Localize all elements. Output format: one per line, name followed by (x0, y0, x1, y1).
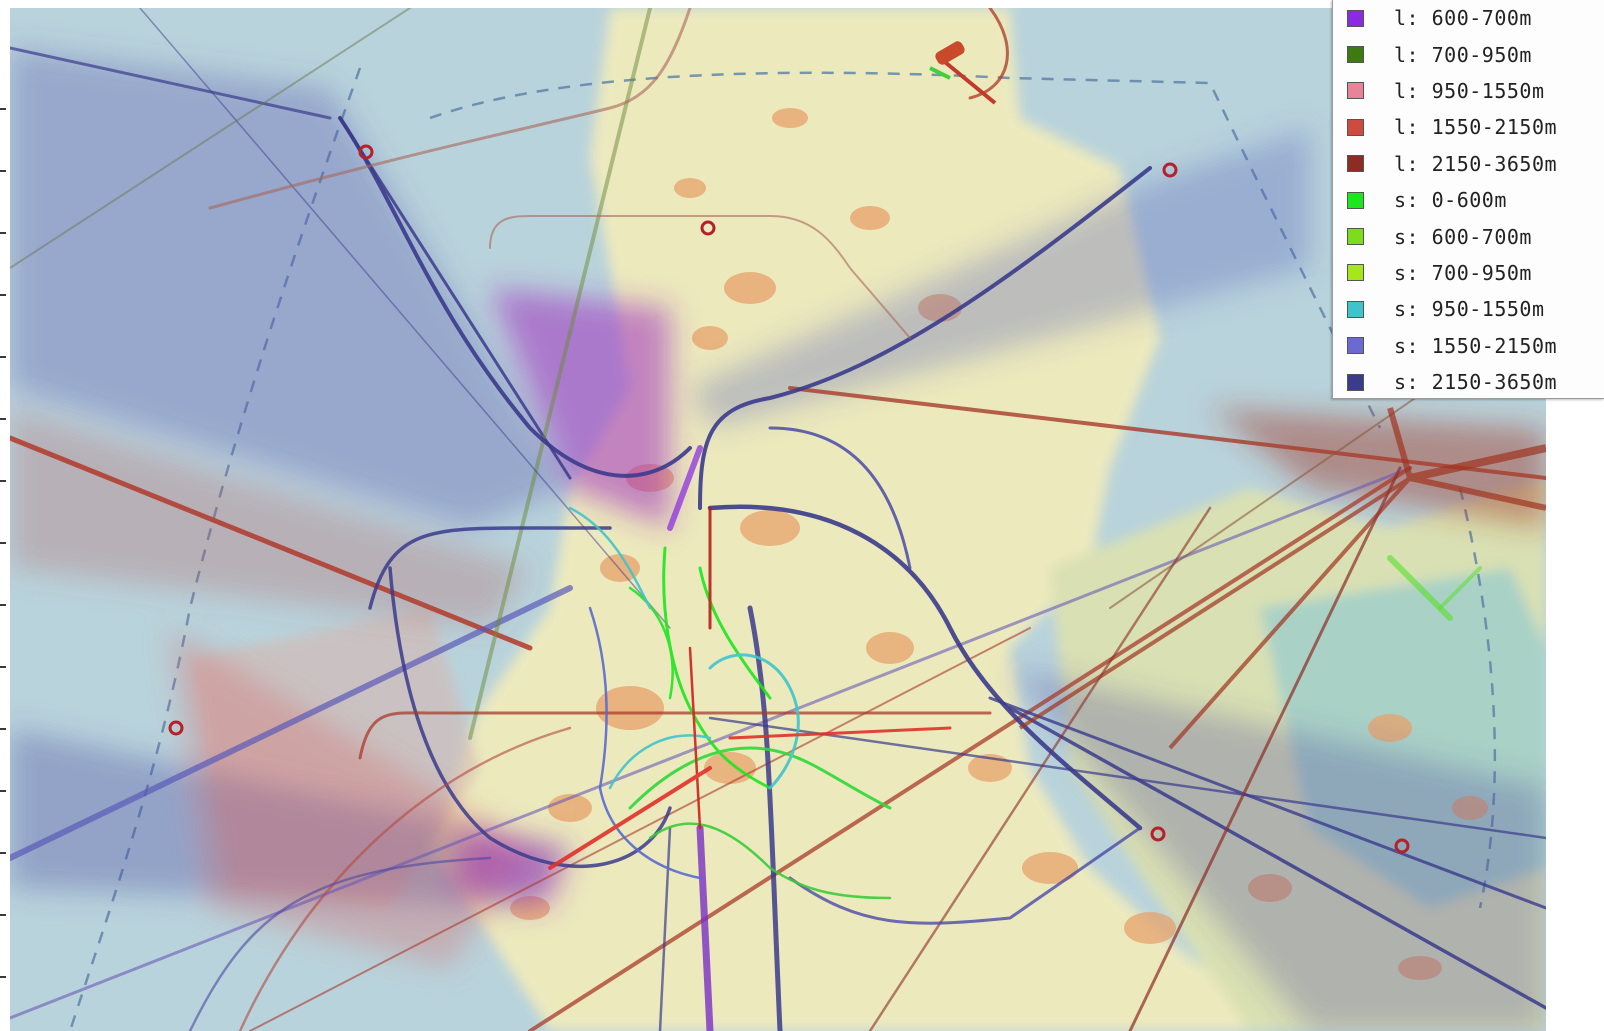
legend-item: s: 700-950m (1347, 255, 1604, 291)
tick-mark (0, 418, 6, 420)
legend-label: l: 950-1550m (1394, 78, 1545, 103)
tick-mark (0, 976, 6, 978)
legend-swatch (1347, 300, 1364, 318)
legend-label: s: 2150-3650m (1394, 370, 1558, 395)
legend-item: s: 950-1550m (1347, 291, 1604, 327)
legend-label: s: 950-1550m (1394, 297, 1545, 322)
track-density-fans (10, 48, 1546, 1031)
legend-swatch (1347, 155, 1364, 173)
legend-item: l: 600-700m (1347, 0, 1604, 36)
legend-item: s: 1550-2150m (1347, 328, 1604, 364)
tick-mark (0, 728, 6, 730)
tick-mark (0, 914, 6, 916)
left-edge-ticks (0, 0, 10, 1031)
flight-tracks-long (10, 8, 1546, 1031)
legend-item: l: 2150-3650m (1347, 146, 1604, 182)
tick-mark (0, 170, 6, 172)
low-altitude-tracks (548, 445, 1482, 900)
waypoint-markers (168, 144, 1410, 854)
legend-swatch (1347, 82, 1364, 100)
legend-swatch (1347, 191, 1364, 209)
legend-label: s: 1550-2150m (1394, 333, 1558, 358)
legend-label: l: 2150-3650m (1394, 151, 1558, 176)
tick-mark (0, 542, 6, 544)
legend-item: s: 600-700m (1347, 218, 1604, 254)
tick-mark (0, 356, 6, 358)
tick-mark (0, 480, 6, 482)
legend-swatch (1347, 337, 1364, 355)
legend-swatch (1347, 9, 1364, 27)
tick-mark (0, 852, 6, 854)
legend-label: s: 700-950m (1394, 260, 1532, 285)
legend-label: l: 600-700m (1394, 6, 1532, 31)
legend-label: l: 1550-2150m (1394, 115, 1558, 140)
tick-mark (0, 108, 6, 110)
legend-label: s: 600-700m (1394, 224, 1532, 249)
legend-swatch (1347, 118, 1364, 136)
legend-swatch (1347, 264, 1364, 282)
tick-mark (0, 790, 6, 792)
tick-mark (0, 232, 6, 234)
tick-mark (0, 604, 6, 606)
legend-item: l: 1550-2150m (1347, 109, 1604, 145)
legend-label: s: 0-600m (1394, 188, 1507, 213)
legend-label: l: 700-950m (1394, 42, 1532, 67)
tick-mark (0, 666, 6, 668)
legend-item: s: 2150-3650m (1347, 364, 1604, 400)
legend-item: l: 700-950m (1347, 36, 1604, 72)
legend-item: s: 0-600m (1347, 182, 1604, 218)
legend-item: l: 950-1550m (1347, 73, 1604, 109)
legend-swatch (1347, 373, 1364, 391)
map-canvas (10, 8, 1546, 1031)
tick-mark (0, 294, 6, 296)
runway-marker (929, 41, 997, 105)
legend-swatch (1347, 46, 1364, 64)
legend-swatch (1347, 228, 1364, 246)
high-altitude-fan-right (1018, 407, 1546, 750)
range-rings (68, 67, 1497, 1031)
flight-tracks-curved (188, 8, 1152, 1031)
flight-track-map[interactable] (10, 8, 1546, 1031)
altitude-legend: l: 600-700m l: 700-950m l: 950-1550m l: … (1332, 0, 1604, 399)
